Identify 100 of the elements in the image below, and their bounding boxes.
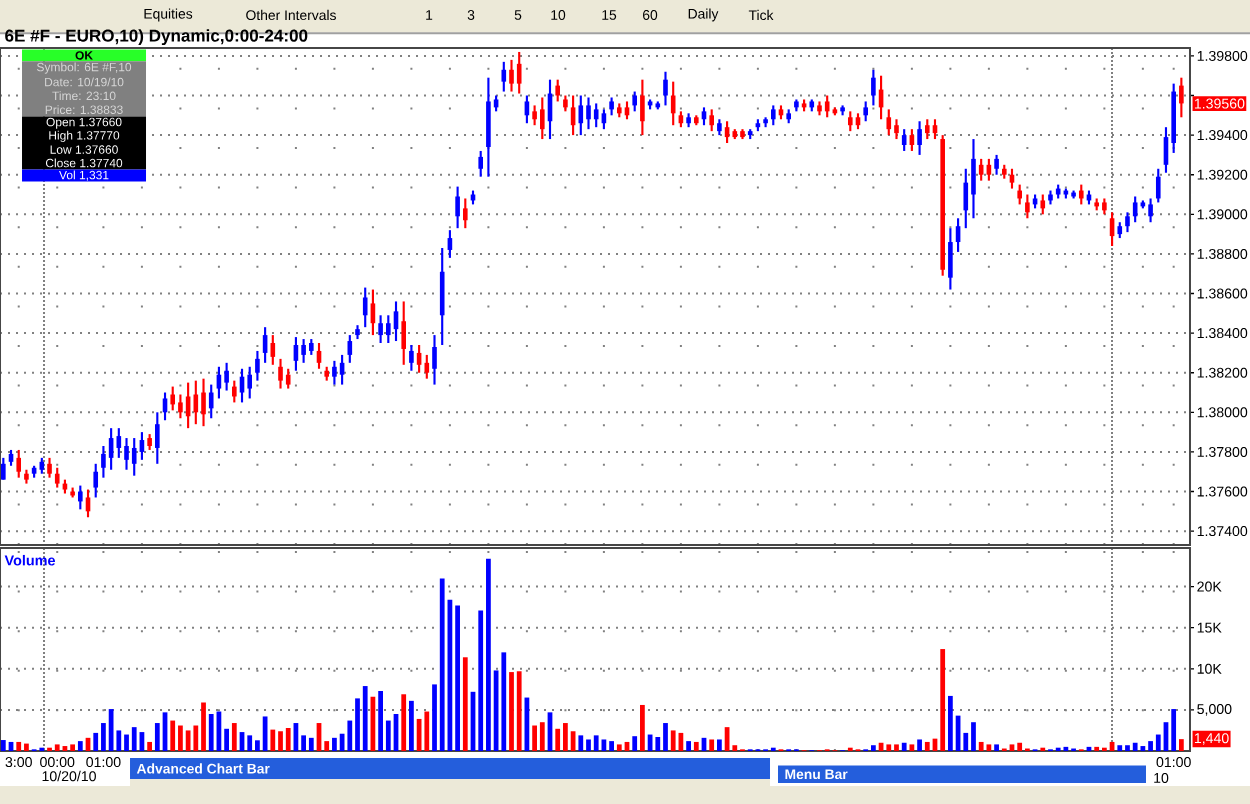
bar (1132, 742, 1138, 751)
bar (1125, 745, 1130, 751)
candlestick (409, 343, 414, 372)
candlestick (1040, 193, 1046, 216)
bar (1009, 744, 1015, 751)
bar (77, 741, 83, 751)
chart-title: 6E #F - EURO,10) Dynamic,0:00-24:00 (5, 29, 308, 46)
bar (378, 690, 383, 751)
bar (1178, 739, 1184, 751)
bar (147, 741, 153, 751)
candlestick (863, 100, 868, 123)
bar (924, 741, 930, 751)
bar (409, 700, 414, 751)
bar (940, 649, 946, 751)
candlestick (232, 379, 237, 404)
candlestick (224, 361, 229, 392)
candlestick (432, 334, 437, 386)
bar (516, 671, 522, 751)
bar (247, 735, 253, 751)
bar (70, 744, 76, 751)
candlestick (401, 300, 407, 366)
candlestick (886, 108, 892, 137)
candlestick (894, 118, 899, 141)
candlestick (632, 90, 637, 113)
candlestick (917, 120, 922, 156)
candlestick (1148, 197, 1153, 224)
candlestick (539, 96, 545, 141)
candlestick (948, 227, 953, 291)
candlestick (871, 68, 876, 107)
candlestick (78, 484, 83, 511)
candlestick (124, 436, 129, 471)
bar (285, 727, 291, 751)
bar (586, 739, 591, 751)
candlestick (155, 411, 160, 465)
candlestick (101, 444, 106, 479)
candlestick (178, 393, 183, 420)
bar (947, 695, 953, 751)
bar (978, 741, 984, 751)
bar (901, 742, 907, 751)
candlestick (486, 76, 491, 178)
candlestick (1025, 193, 1030, 220)
candlestick (386, 314, 391, 345)
candlestick (578, 94, 584, 137)
candlestick (285, 367, 291, 390)
bar (362, 686, 368, 751)
bar (54, 744, 60, 751)
bar (632, 736, 638, 751)
bar (509, 672, 514, 751)
bar (871, 745, 876, 751)
bar (532, 725, 537, 751)
bar (670, 730, 676, 751)
bar (593, 735, 599, 751)
bar (462, 657, 468, 751)
candlestick (332, 359, 337, 386)
bar (439, 578, 445, 751)
bar (124, 734, 129, 751)
bar (185, 730, 191, 751)
candlestick (509, 58, 514, 93)
candlestick (586, 96, 591, 131)
bar (308, 737, 314, 751)
candlestick (994, 153, 999, 176)
bar (616, 744, 622, 751)
candlestick (93, 462, 99, 499)
bar (894, 744, 899, 751)
bar (1171, 709, 1177, 751)
candlestick (971, 138, 976, 220)
candlestick (455, 185, 460, 230)
bar (971, 722, 976, 751)
candlestick (301, 337, 306, 364)
bar (909, 744, 915, 751)
bar (16, 741, 22, 751)
bar (578, 735, 584, 751)
candlestick (640, 78, 645, 137)
bar (555, 728, 561, 751)
candlestick (1078, 183, 1084, 206)
bar (501, 652, 507, 751)
bar (108, 709, 114, 751)
candlestick (208, 383, 214, 420)
candlestick (847, 110, 853, 133)
candlestick (131, 436, 137, 477)
bar (270, 729, 276, 751)
candlestick (663, 70, 668, 107)
candlestick (439, 246, 445, 347)
candlestick (924, 118, 930, 141)
bar (1117, 745, 1123, 751)
bar (709, 739, 715, 751)
candlestick (54, 466, 60, 489)
bar (131, 727, 137, 751)
candlestick (170, 385, 176, 412)
bar (640, 704, 645, 751)
candlestick (516, 50, 522, 95)
bar (917, 739, 922, 751)
candlestick (362, 286, 368, 329)
candlestick (378, 314, 383, 345)
candlestick (1179, 76, 1184, 119)
bar (401, 694, 407, 751)
candlestick (1, 456, 6, 481)
candlestick (47, 456, 52, 479)
candlestick (255, 349, 260, 382)
candlestick (247, 365, 253, 400)
